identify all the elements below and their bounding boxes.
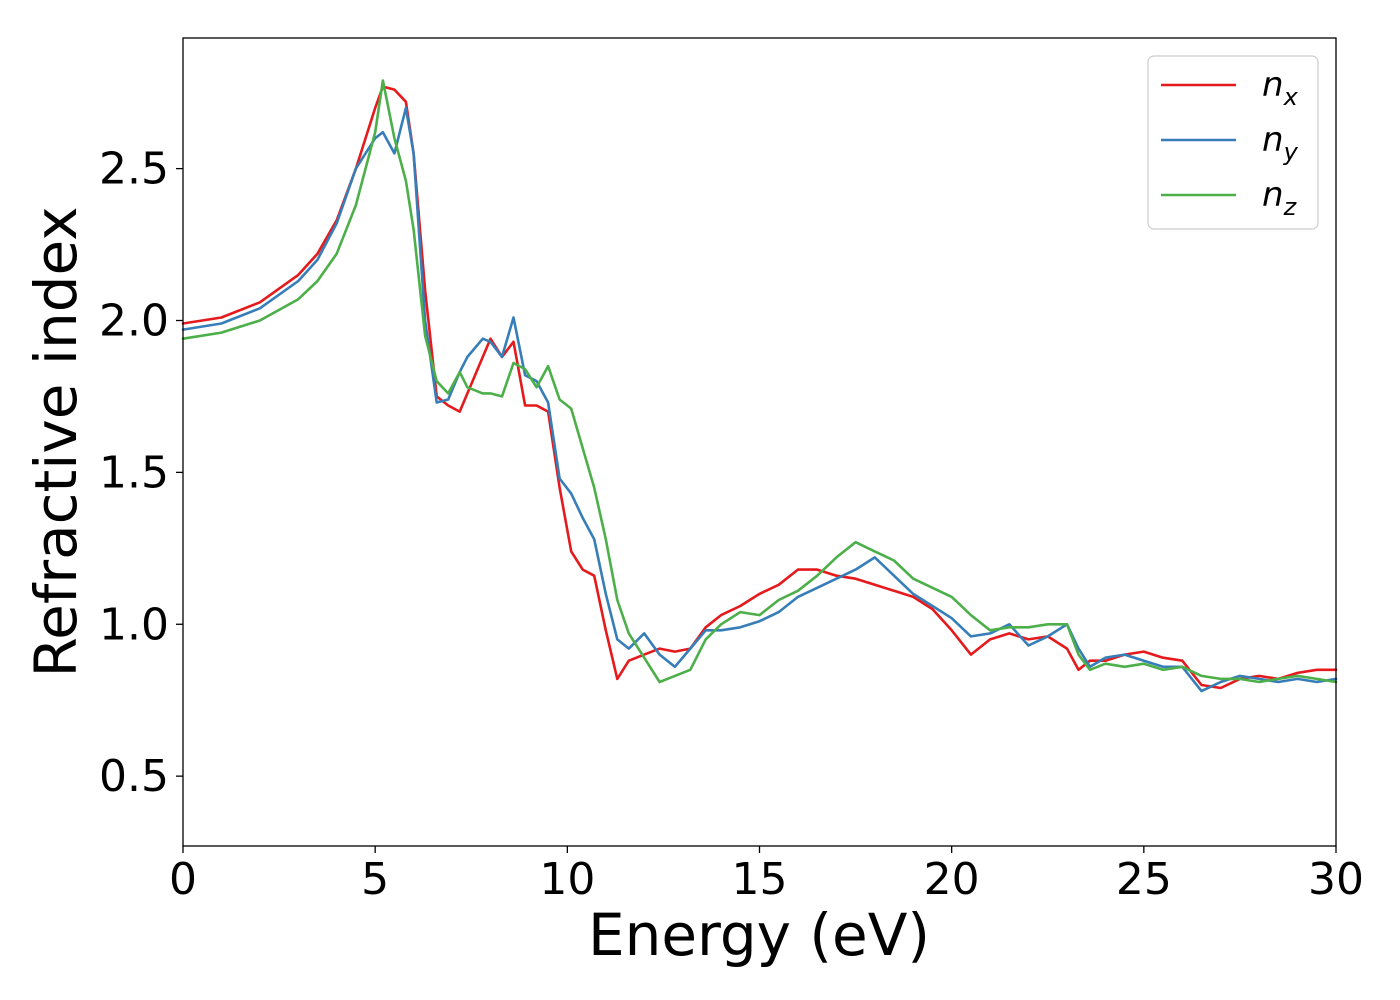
x-tick-label: 25 bbox=[1116, 854, 1172, 905]
series-layer bbox=[181, 79, 1338, 693]
y-axis-title: Refractive index bbox=[22, 206, 90, 677]
x-tick-label: 30 bbox=[1308, 854, 1364, 905]
x-tick-label: 5 bbox=[361, 854, 389, 905]
legend-label-z: nz bbox=[1262, 175, 1298, 221]
y-axis: 0.5 1.0 1.5 2.0 2.5 bbox=[99, 144, 183, 802]
legend: nx ny nz bbox=[1147, 55, 1319, 230]
y-tick-label: 2.5 bbox=[99, 144, 169, 195]
plot-background bbox=[183, 38, 1336, 846]
legend-label-y: ny bbox=[1262, 120, 1299, 166]
y-tick-label: 2.0 bbox=[99, 295, 169, 346]
series-line-z bbox=[181, 79, 1338, 684]
x-tick-label: 15 bbox=[732, 854, 788, 905]
y-tick-label: 1.5 bbox=[99, 447, 169, 498]
legend-label-x: nx bbox=[1262, 65, 1299, 111]
y-tick-label: 1.0 bbox=[99, 599, 169, 650]
legend-box bbox=[1147, 55, 1319, 230]
x-tick-label: 0 bbox=[169, 854, 197, 905]
x-tick-label: 10 bbox=[539, 854, 595, 905]
x-axis: 0 5 10 15 20 25 30 bbox=[169, 846, 1364, 905]
series-line-y bbox=[181, 106, 1338, 693]
x-axis-title: Energy (eV) bbox=[588, 901, 930, 969]
x-tick-label: 20 bbox=[924, 854, 980, 905]
y-tick-label: 0.5 bbox=[99, 751, 169, 802]
